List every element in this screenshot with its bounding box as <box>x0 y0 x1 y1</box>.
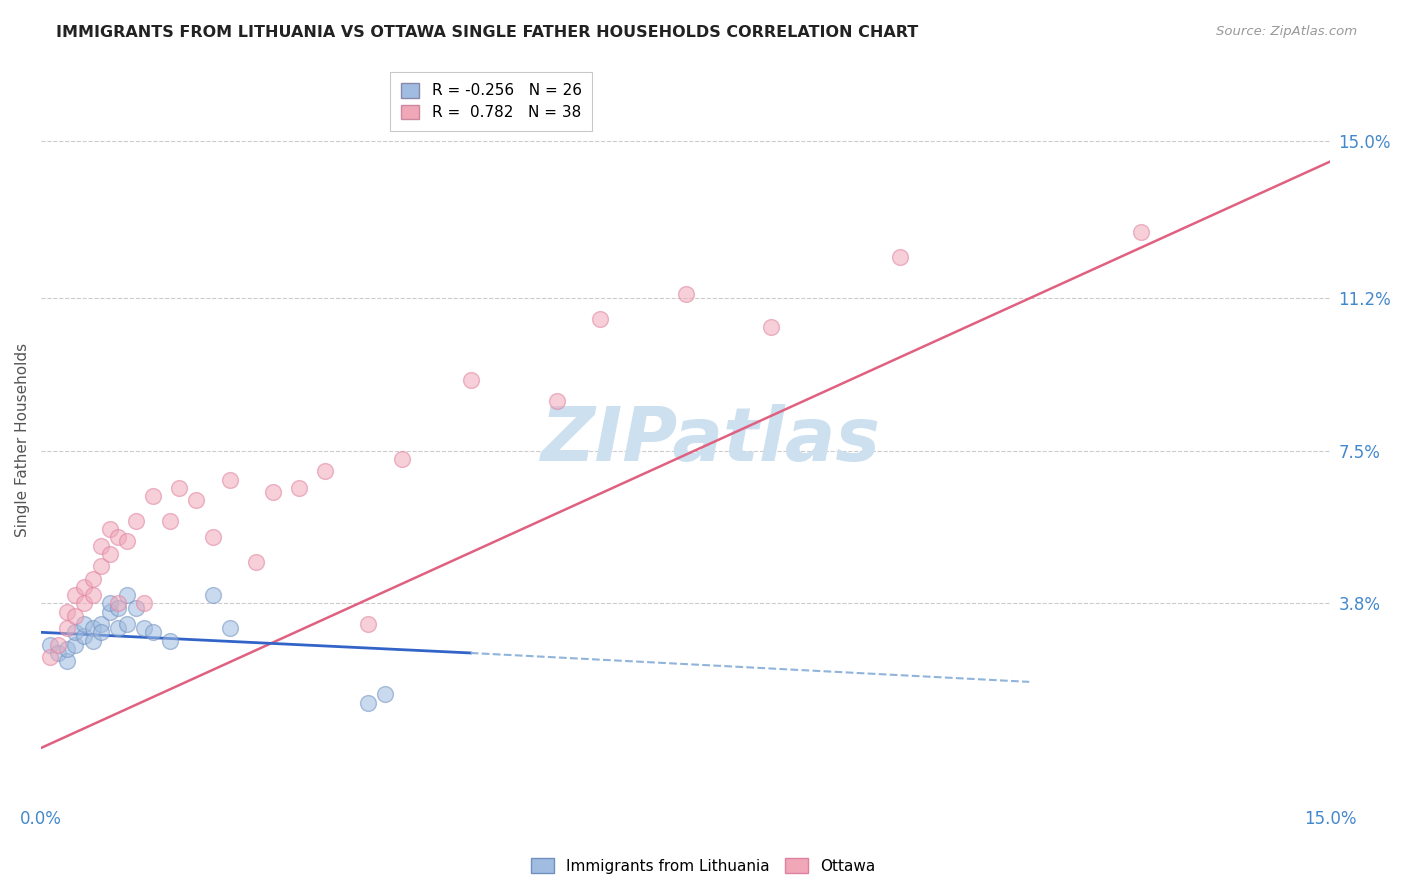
Point <box>98 605 121 619</box>
Point <box>142 489 165 503</box>
Point <box>115 534 138 549</box>
Point <box>98 547 121 561</box>
Point <box>889 250 911 264</box>
Point <box>82 621 104 635</box>
Point <box>167 481 190 495</box>
Point <box>1129 225 1152 239</box>
Point <box>98 596 121 610</box>
Point <box>314 464 336 478</box>
Point <box>90 559 112 574</box>
Point <box>288 481 311 495</box>
Point <box>201 588 224 602</box>
Legend: Immigrants from Lithuania, Ottawa: Immigrants from Lithuania, Ottawa <box>524 852 882 880</box>
Point <box>107 596 129 610</box>
Point <box>184 493 207 508</box>
Point <box>675 286 697 301</box>
Point <box>46 646 69 660</box>
Point <box>82 572 104 586</box>
Point <box>134 596 156 610</box>
Point <box>56 641 79 656</box>
Point <box>142 625 165 640</box>
Point <box>219 621 242 635</box>
Point <box>73 596 96 610</box>
Point <box>219 473 242 487</box>
Point <box>98 522 121 536</box>
Point <box>262 485 284 500</box>
Legend: R = -0.256   N = 26, R =  0.782   N = 38: R = -0.256 N = 26, R = 0.782 N = 38 <box>391 72 592 131</box>
Point <box>65 625 87 640</box>
Point <box>46 638 69 652</box>
Point <box>65 638 87 652</box>
Point <box>73 580 96 594</box>
Point <box>356 696 378 710</box>
Point <box>107 600 129 615</box>
Point <box>761 319 783 334</box>
Point <box>134 621 156 635</box>
Point <box>82 633 104 648</box>
Text: Source: ZipAtlas.com: Source: ZipAtlas.com <box>1216 25 1357 38</box>
Y-axis label: Single Father Households: Single Father Households <box>15 343 30 537</box>
Point <box>90 617 112 632</box>
Point <box>159 633 181 648</box>
Point <box>115 617 138 632</box>
Text: ZIPatlas: ZIPatlas <box>541 404 882 477</box>
Point <box>56 654 79 668</box>
Point <box>56 621 79 635</box>
Point <box>201 530 224 544</box>
Point <box>73 630 96 644</box>
Point <box>115 588 138 602</box>
Point <box>90 625 112 640</box>
Point <box>107 530 129 544</box>
Point <box>65 608 87 623</box>
Point <box>546 394 568 409</box>
Point <box>82 588 104 602</box>
Point <box>245 555 267 569</box>
Point <box>73 617 96 632</box>
Point <box>107 621 129 635</box>
Point <box>374 687 396 701</box>
Point <box>90 539 112 553</box>
Point <box>38 638 60 652</box>
Point <box>56 605 79 619</box>
Point <box>159 514 181 528</box>
Point <box>124 600 146 615</box>
Point <box>460 374 482 388</box>
Point <box>588 311 610 326</box>
Point <box>391 451 413 466</box>
Point <box>124 514 146 528</box>
Point <box>65 588 87 602</box>
Point <box>38 650 60 665</box>
Text: IMMIGRANTS FROM LITHUANIA VS OTTAWA SINGLE FATHER HOUSEHOLDS CORRELATION CHART: IMMIGRANTS FROM LITHUANIA VS OTTAWA SING… <box>56 25 918 40</box>
Point <box>356 617 378 632</box>
